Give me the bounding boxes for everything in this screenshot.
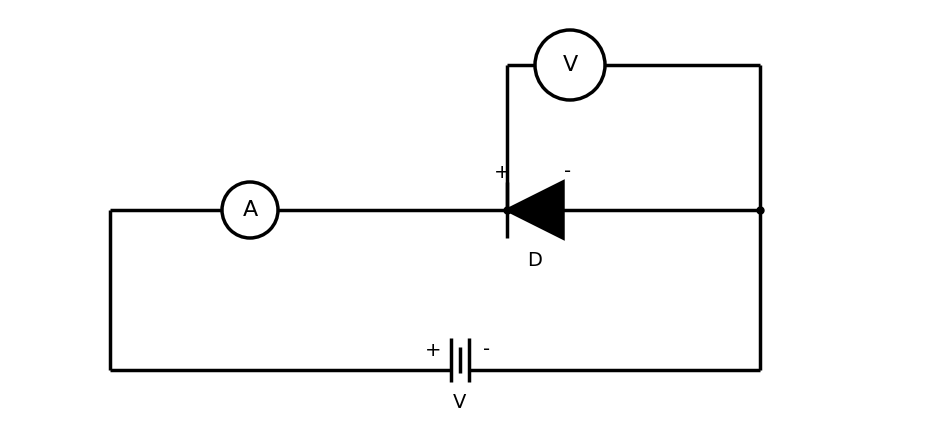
Text: V: V	[453, 392, 466, 411]
Text: -: -	[484, 341, 490, 359]
Circle shape	[222, 182, 278, 238]
Text: -: -	[564, 162, 572, 181]
Polygon shape	[507, 182, 563, 238]
Text: +: +	[494, 162, 510, 181]
Text: +: +	[425, 341, 441, 359]
Text: D: D	[527, 250, 542, 269]
Text: V: V	[562, 55, 578, 75]
Text: A: A	[242, 200, 257, 220]
Circle shape	[535, 30, 605, 100]
